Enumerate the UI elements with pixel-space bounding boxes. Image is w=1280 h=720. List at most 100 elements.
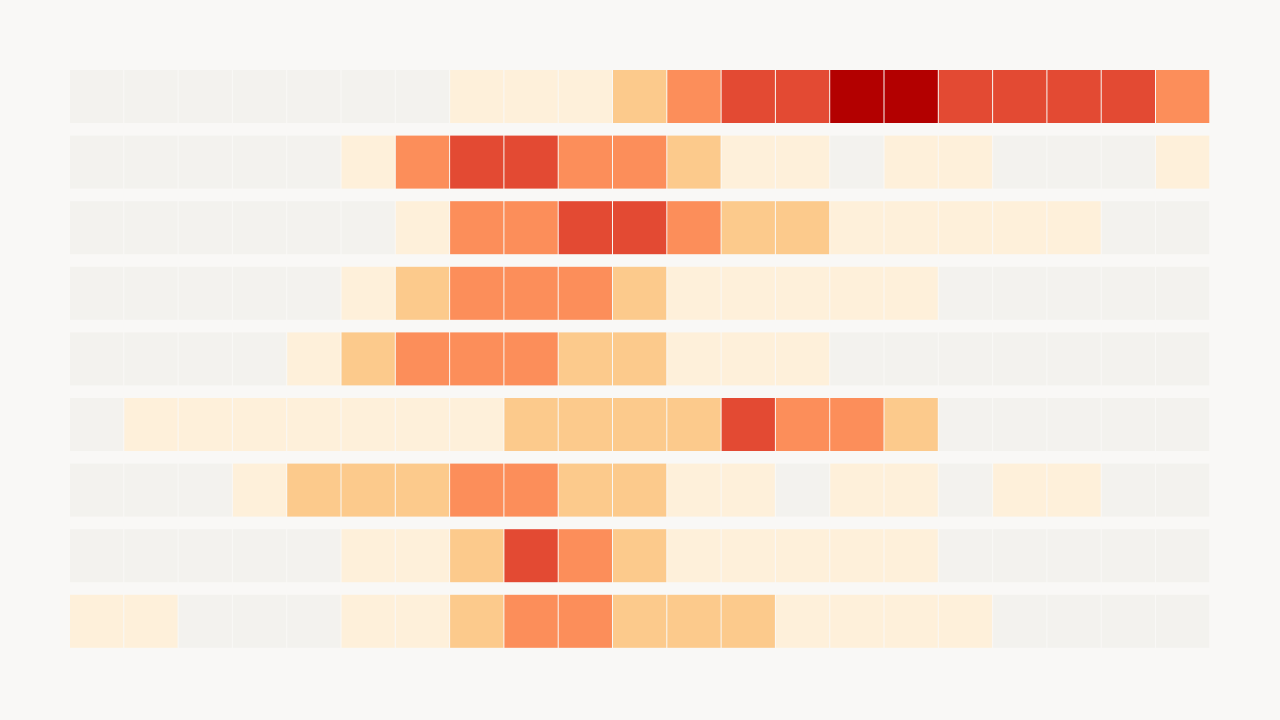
heatmap-cell-r7-c1 (124, 529, 178, 583)
heatmap-cell-r3-c1 (124, 266, 178, 320)
heatmap-cell-r4-c16 (938, 332, 993, 386)
heatmap-cell-r8-c13 (775, 594, 830, 648)
heatmap-cell-r4-c10 (613, 332, 667, 386)
heatmap-cell-r4-c19 (1101, 332, 1155, 386)
heatmap-cell-r0-c18 (1047, 70, 1101, 123)
heatmap-cell-r8-c16 (938, 594, 993, 648)
heatmap-cell-r8-c8 (504, 594, 558, 648)
heatmap-cell-r0-c15 (884, 70, 938, 123)
heatmap-cell-r4-c3 (232, 332, 287, 386)
heatmap-cell-r0-c13 (775, 70, 830, 123)
heatmap-cell-r2-c0 (70, 201, 124, 255)
heatmap-cell-r8-c3 (232, 594, 287, 648)
heatmap-cell-r3-c18 (1047, 266, 1101, 320)
heatmap-cell-r0-c10 (613, 70, 667, 123)
heatmap-cell-r1-c18 (1047, 135, 1101, 189)
heatmap-cell-r3-c15 (884, 266, 938, 320)
heatmap-cell-r6-c12 (721, 463, 775, 517)
heatmap-cell-r5-c9 (558, 398, 612, 451)
heatmap-cell-r2-c6 (395, 201, 450, 255)
heatmap-cell-r5-c20 (1156, 398, 1210, 451)
heatmap-cell-r4-c4 (287, 332, 341, 386)
heatmap-cell-r4-c9 (558, 332, 612, 386)
heatmap-cell-r5-c11 (667, 398, 721, 451)
heatmap-cell-r3-c6 (395, 266, 450, 320)
heatmap-cell-r4-c14 (830, 332, 884, 386)
heatmap-cell-r2-c14 (830, 201, 884, 255)
heatmap-cell-r7-c5 (341, 529, 395, 583)
heatmap-cell-r5-c6 (395, 398, 450, 451)
heatmap-cell-r7-c14 (830, 529, 884, 583)
heatmap-cell-r0-c7 (450, 70, 504, 123)
heatmap-cell-r4-c7 (450, 332, 504, 386)
heatmap-cell-r6-c7 (450, 463, 504, 517)
heatmap-cell-r5-c15 (884, 398, 938, 451)
heatmap-cell-r5-c10 (613, 398, 667, 451)
heatmap-cell-r7-c19 (1101, 529, 1155, 583)
heatmap-cell-r2-c11 (667, 201, 721, 255)
heatmap-cell-r2-c20 (1156, 201, 1210, 255)
heatmap-cell-r8-c1 (124, 594, 178, 648)
heatmap-cell-r2-c2 (178, 201, 232, 255)
heatmap-cell-r7-c12 (721, 529, 775, 583)
heatmap-cell-r8-c6 (395, 594, 450, 648)
heatmap-cell-r5-c17 (993, 398, 1047, 451)
heatmap-cell-r0-c8 (504, 70, 558, 123)
heatmap-cell-r1-c12 (721, 135, 775, 189)
heatmap-cell-r0-c2 (178, 70, 232, 123)
heatmap-cell-r1-c3 (232, 135, 287, 189)
heatmap-cell-r5-c18 (1047, 398, 1101, 451)
heatmap-cell-r1-c15 (884, 135, 938, 189)
heatmap-cell-r8-c20 (1156, 594, 1210, 648)
heatmap-cell-r8-c5 (341, 594, 395, 648)
heatmap-cell-r1-c14 (830, 135, 884, 189)
heatmap-cell-r4-c13 (775, 332, 830, 386)
heatmap-cell-r6-c8 (504, 463, 558, 517)
heatmap-cell-r5-c5 (341, 398, 395, 451)
heatmap-cell-r7-c18 (1047, 529, 1101, 583)
heatmap-cell-r6-c5 (341, 463, 395, 517)
heatmap-cell-r4-c2 (178, 332, 232, 386)
heatmap-cell-r5-c2 (178, 398, 232, 451)
heatmap-cell-r4-c20 (1156, 332, 1210, 386)
heatmap-cell-r2-c18 (1047, 201, 1101, 255)
heatmap-cell-r8-c10 (613, 594, 667, 648)
heatmap-cell-r2-c13 (775, 201, 830, 255)
heatmap-cell-r5-c19 (1101, 398, 1155, 451)
heatmap-cell-r5-c13 (775, 398, 830, 451)
heatmap-cell-r5-c14 (830, 398, 884, 451)
heatmap-cell-r6-c1 (124, 463, 178, 517)
heatmap-cell-r3-c13 (775, 266, 830, 320)
heatmap-cell-r0-c1 (124, 70, 178, 123)
heatmap-cell-r7-c10 (613, 529, 667, 583)
heatmap-cell-r4-c17 (993, 332, 1047, 386)
heatmap-cell-r6-c3 (232, 463, 287, 517)
heatmap-cell-r6-c17 (993, 463, 1047, 517)
heatmap-cell-r1-c9 (558, 135, 612, 189)
heatmap-cell-r4-c6 (395, 332, 450, 386)
heatmap-cell-r8-c17 (993, 594, 1047, 648)
heatmap-cell-r2-c16 (938, 201, 993, 255)
heatmap-cell-r2-c12 (721, 201, 775, 255)
heatmap-cell-r1-c11 (667, 135, 721, 189)
heatmap-cell-r0-c11 (667, 70, 721, 123)
heatmap-cell-r2-c1 (124, 201, 178, 255)
heatmap-cell-r1-c16 (938, 135, 993, 189)
heatmap-cell-r0-c16 (938, 70, 993, 123)
heatmap-cell-r6-c15 (884, 463, 938, 517)
heatmap-cell-r3-c7 (450, 266, 504, 320)
heatmap-cell-r6-c13 (775, 463, 830, 517)
heatmap-cell-r1-c20 (1156, 135, 1210, 189)
heatmap-cell-r4-c8 (504, 332, 558, 386)
heatmap-cell-r4-c15 (884, 332, 938, 386)
heatmap-cell-r0-c19 (1101, 70, 1155, 123)
heatmap-cell-r0-c0 (70, 70, 124, 123)
heatmap-cell-r1-c6 (395, 135, 450, 189)
heatmap-cell-r8-c4 (287, 594, 341, 648)
heatmap-cell-r0-c5 (341, 70, 395, 123)
heatmap-cell-r3-c14 (830, 266, 884, 320)
heatmap-cell-r2-c9 (558, 201, 612, 255)
heatmap-cell-r3-c12 (721, 266, 775, 320)
heatmap-cell-r3-c4 (287, 266, 341, 320)
